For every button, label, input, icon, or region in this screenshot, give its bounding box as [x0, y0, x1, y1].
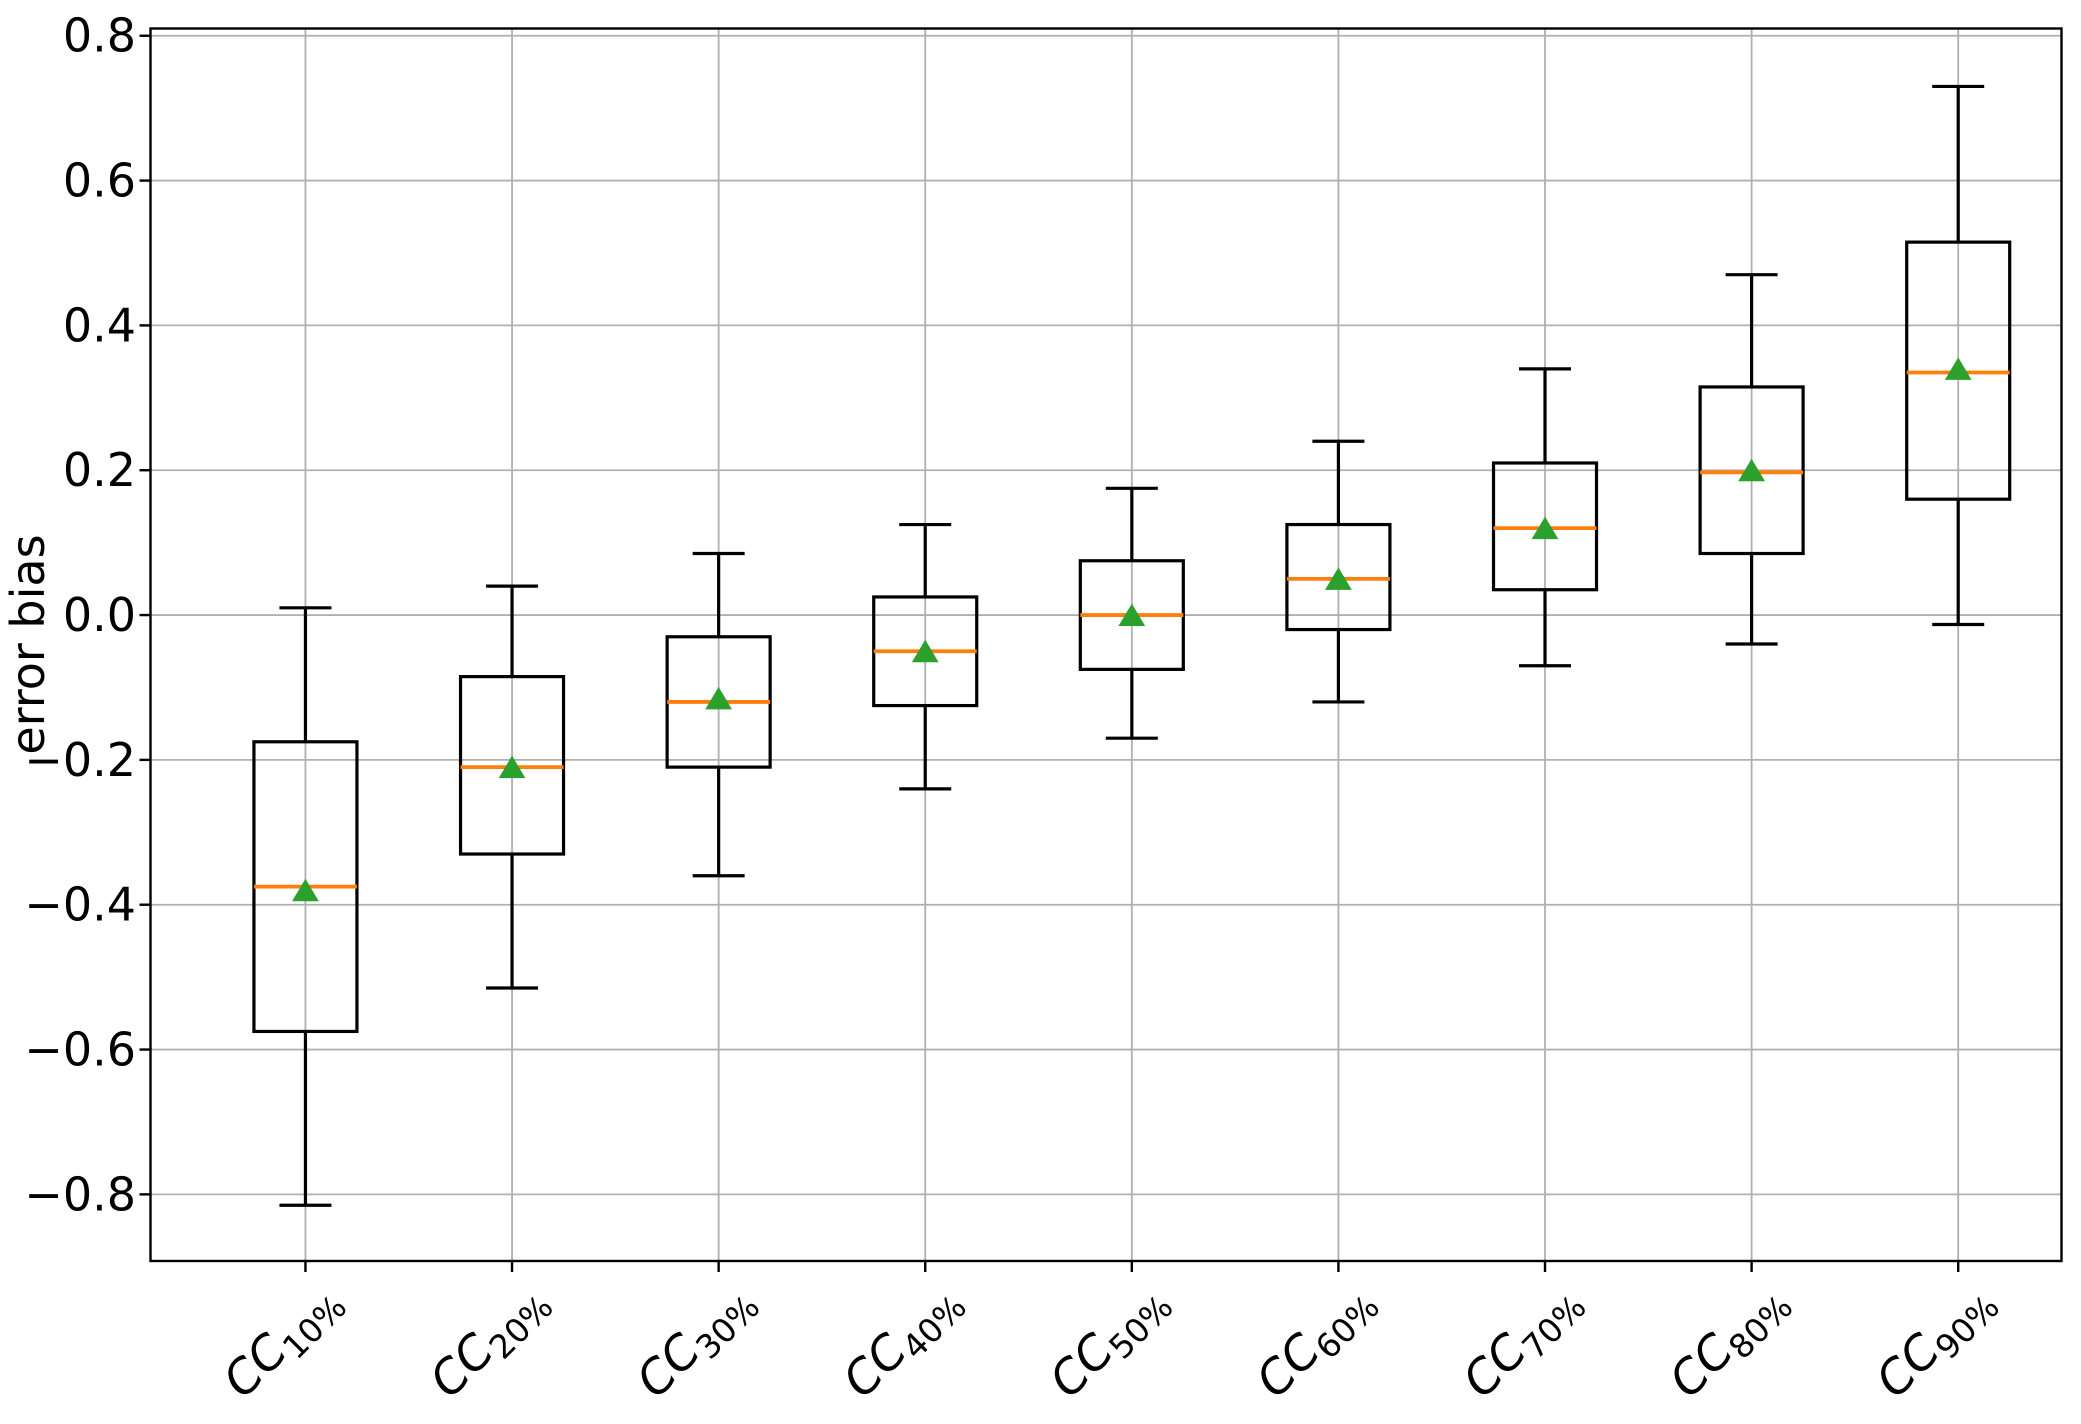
- axis-labels: error bias 0.8 0.6 0.4 0.2 0.0 −0.2 −0.4 −0.6 −0…: [1, 9, 2007, 1413]
- box-CC_70%: [1491, 367, 1599, 668]
- y-tick-label: 0.8: [63, 9, 136, 63]
- x-tick-label: CC60%: [1246, 1272, 1387, 1413]
- mean-marker: [1738, 458, 1765, 482]
- box-CC_10%: [252, 606, 359, 1207]
- y-tick-label: 0.0: [63, 588, 136, 642]
- box-CC_50%: [1078, 486, 1185, 740]
- mean-marker: [911, 639, 939, 663]
- x-tick-label: CC90%: [1866, 1272, 2007, 1413]
- box-CC_30%: [665, 551, 772, 878]
- y-tick-label: 0.2: [63, 443, 136, 497]
- mean-marker: [1944, 357, 1972, 380]
- mean-marker: [498, 755, 526, 779]
- y-tick-label: 0.6: [63, 154, 136, 208]
- x-tick-label: CC30%: [626, 1272, 767, 1413]
- y-tick-label: 0.4: [63, 298, 136, 352]
- mean-marker: [1325, 567, 1352, 590]
- x-tick-label: CC20%: [419, 1272, 560, 1413]
- plot-border: [149, 27, 2063, 1263]
- boxplot-series: [252, 84, 2012, 1207]
- box-CC_80%: [1698, 273, 1805, 646]
- axes-spines: [149, 27, 2063, 1263]
- mean-marker: [1118, 603, 1146, 627]
- mean-marker: [292, 878, 319, 902]
- mean-marker: [1531, 516, 1559, 540]
- y-tick-label: −0.8: [24, 1167, 136, 1221]
- box-CC_90%: [1905, 84, 2012, 627]
- y-axis-title: error bias: [1, 534, 55, 754]
- mean-marker: [705, 686, 733, 710]
- y-tick-label: −0.2: [24, 733, 136, 787]
- x-tick-label: CC40%: [833, 1272, 974, 1413]
- x-tick-label: CC50%: [1039, 1272, 1180, 1413]
- x-tick-label: CC70%: [1452, 1272, 1593, 1413]
- tick-marks: [139, 34, 1960, 1272]
- y-tick-label: −0.4: [24, 878, 136, 932]
- x-tick-label: CC10%: [213, 1272, 354, 1413]
- box-CC_60%: [1285, 439, 1392, 704]
- y-tick-label: −0.6: [24, 1023, 136, 1077]
- box-CC_20%: [458, 584, 566, 990]
- iqr-box: [1698, 385, 1805, 556]
- box-CC_40%: [872, 522, 979, 791]
- x-tick-label: CC80%: [1659, 1272, 1800, 1413]
